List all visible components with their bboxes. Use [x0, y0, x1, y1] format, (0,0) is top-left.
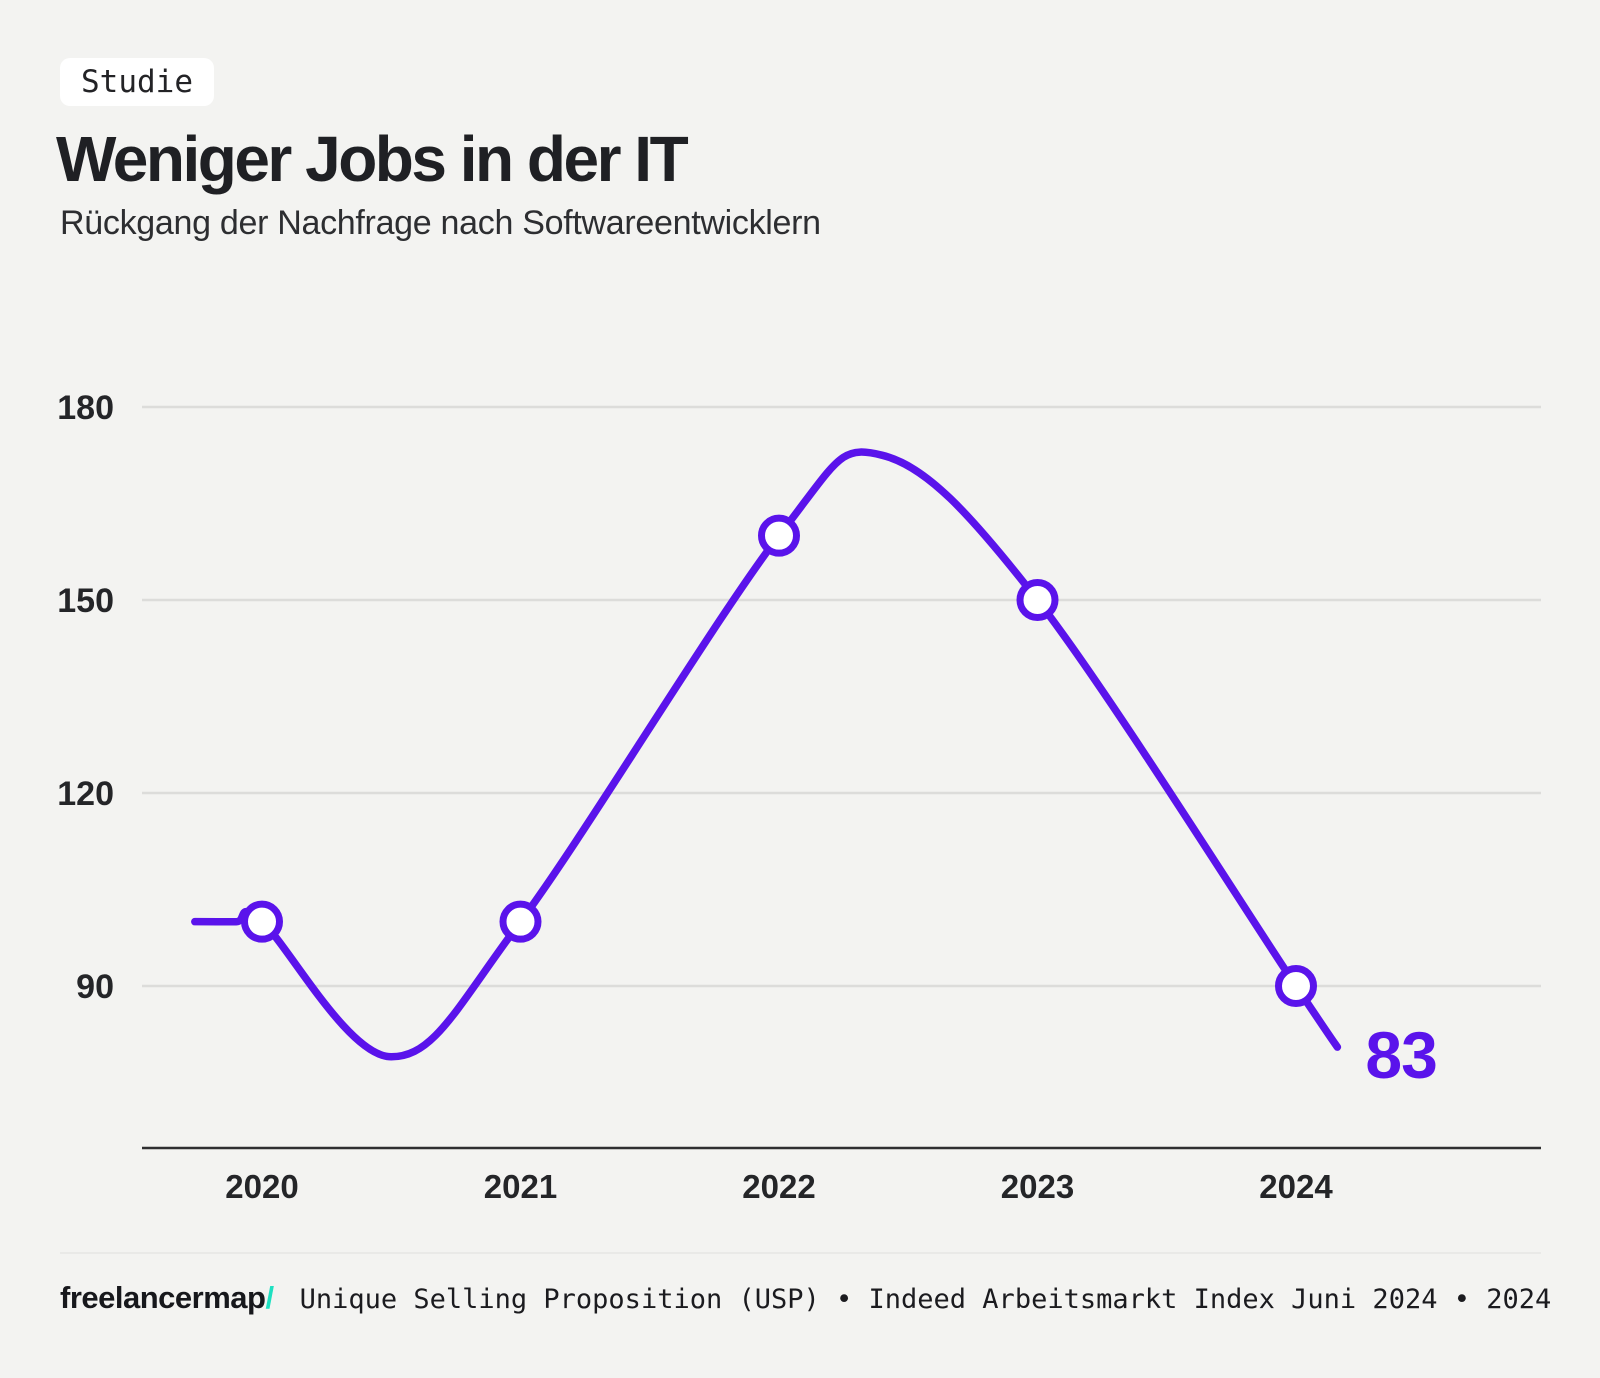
category-badge-label: Studie [81, 64, 193, 100]
x-tick-label: 2021 [484, 1168, 557, 1205]
data-point-marker [1275, 965, 1317, 1007]
footer-divider [60, 1252, 1541, 1254]
page-title: Weniger Jobs in der IT [56, 123, 689, 195]
x-tick-label: 2020 [225, 1168, 298, 1205]
category-badge: Studie [60, 58, 214, 106]
x-tick-label: 2024 [1259, 1168, 1333, 1205]
x-tick-label: 2023 [1001, 1168, 1074, 1205]
end-value-label: 83 [1365, 1018, 1436, 1092]
logo-slash-icon: / [265, 1280, 274, 1315]
y-tick-label: 90 [76, 968, 114, 1006]
freelancermap-logo: freelancermap/ [60, 1280, 274, 1316]
footer: freelancermap/ Unique Selling Propositio… [60, 1280, 1551, 1316]
source-citation: Unique Selling Proposition (USP) • Indee… [299, 1284, 1552, 1315]
x-tick-label: 2022 [742, 1168, 815, 1205]
data-point-marker [1016, 579, 1059, 621]
data-point-marker [758, 514, 800, 557]
y-tick-label: 180 [57, 389, 114, 427]
logo-wordmark: freelancermap [60, 1280, 266, 1315]
y-tick-label: 150 [57, 582, 114, 620]
data-point-marker [499, 900, 542, 943]
data-point-marker [241, 900, 283, 943]
page-subtitle: Rückgang der Nachfrage nach Softwareentw… [60, 204, 821, 242]
trend-line [191, 448, 1342, 1061]
y-tick-label: 120 [57, 775, 114, 813]
